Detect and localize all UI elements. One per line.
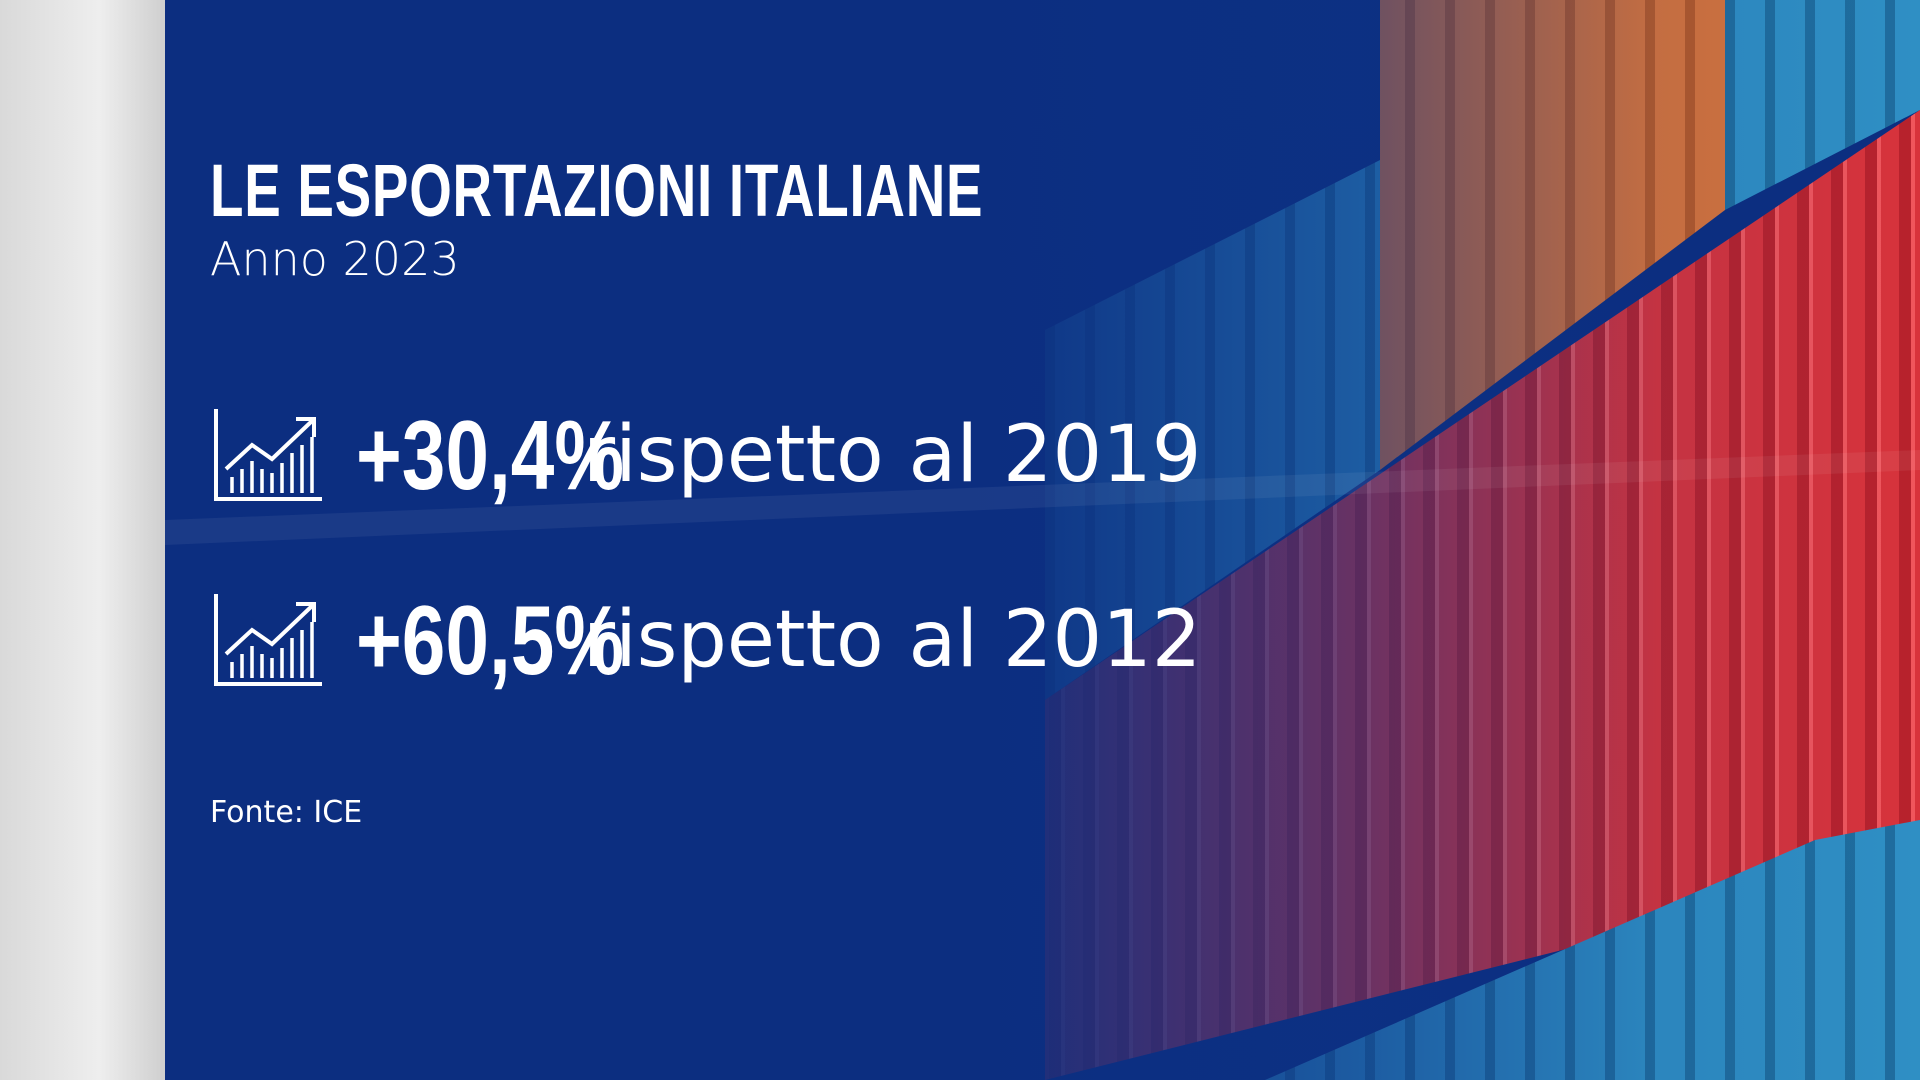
source: Fonte: ICE xyxy=(210,795,363,830)
stat-value: +30,4% xyxy=(356,399,625,510)
stat-text: rispetto al 2012 xyxy=(583,595,1202,685)
stat-text: rispetto al 2019 xyxy=(583,410,1202,500)
title: LE ESPORTAZIONI ITALIANE xyxy=(210,149,984,232)
subtitle: Anno 2023 xyxy=(210,232,460,286)
stat-value: +60,5% xyxy=(356,584,625,695)
stat-row: +30,4% rispetto al 2019 xyxy=(212,400,1202,510)
trend-icon xyxy=(214,594,322,686)
background xyxy=(165,0,1920,1080)
stat-row: +60,5% rispetto al 2012 xyxy=(212,585,1202,695)
side-strip xyxy=(0,0,165,1080)
trend-icon xyxy=(214,409,322,501)
